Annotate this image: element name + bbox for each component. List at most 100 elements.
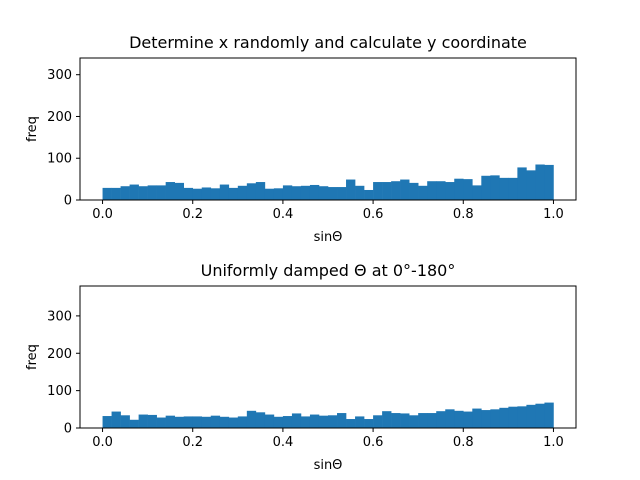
histogram-bar — [219, 184, 230, 200]
histogram-bar — [291, 186, 302, 200]
histogram-bar — [373, 415, 383, 428]
histogram-bar — [183, 416, 194, 428]
x-tick-label: 0.8 — [453, 207, 474, 222]
histogram-bar — [481, 175, 491, 200]
histogram-bar — [454, 410, 464, 428]
x-tick-label: 0.4 — [273, 435, 294, 450]
chart-title: Determine x randomly and calculate y coo… — [129, 33, 527, 52]
histogram-bar — [346, 179, 356, 200]
y-tick-label: 0 — [64, 194, 72, 209]
histogram-bar — [328, 187, 338, 200]
histogram-bar — [382, 411, 392, 428]
histogram-bar — [436, 411, 446, 428]
histogram-bar — [409, 182, 419, 200]
histogram-bar — [147, 414, 157, 428]
histogram-bar — [535, 164, 545, 200]
x-tick-label: 1.0 — [543, 207, 564, 222]
histogram-bar — [129, 184, 139, 200]
histogram-bar — [210, 188, 221, 200]
histogram-bar — [183, 187, 194, 200]
histogram-bar — [282, 185, 293, 200]
histogram-bar — [309, 414, 320, 428]
histogram-bar — [165, 182, 175, 200]
histogram-bar — [165, 415, 175, 428]
histogram-bar — [102, 187, 112, 200]
histogram-bar — [391, 181, 401, 200]
histogram-bar — [318, 415, 329, 428]
histogram-bar — [427, 413, 437, 428]
y-tick-label: 200 — [47, 110, 72, 125]
histogram-bar — [382, 182, 392, 200]
y-tick-label: 200 — [47, 347, 72, 362]
histogram-bar — [355, 416, 365, 428]
histogram-bar — [364, 189, 374, 200]
x-tick-label: 1.0 — [543, 435, 564, 450]
histogram-bar — [111, 411, 121, 428]
histogram-bar — [273, 188, 284, 200]
histogram-bar — [526, 404, 536, 428]
histogram-bar — [400, 179, 410, 200]
y-tick-label: 100 — [47, 152, 72, 167]
histogram-bar — [517, 167, 527, 200]
histogram-bar — [418, 413, 428, 428]
histogram-bar — [499, 177, 509, 200]
histogram-bar — [508, 177, 518, 200]
histogram-bar — [237, 185, 248, 200]
histogram-bar — [481, 410, 491, 428]
y-axis-label: freq — [25, 116, 40, 142]
histogram-bar — [355, 185, 365, 200]
y-tick-label: 300 — [47, 68, 72, 83]
histogram-bar — [337, 413, 347, 428]
histogram-bar — [201, 416, 212, 428]
y-tick-label: 0 — [64, 422, 72, 437]
histogram-bar — [111, 187, 121, 200]
histogram-bar — [120, 186, 130, 200]
histogram-bar — [246, 410, 257, 428]
histogram-bar — [373, 182, 383, 200]
histogram-bar — [472, 185, 482, 200]
histogram-bar — [436, 181, 446, 200]
x-tick-label: 0.6 — [363, 207, 384, 222]
histogram-bar — [282, 416, 293, 428]
y-tick-label: 300 — [47, 309, 72, 324]
histogram-bar — [517, 406, 527, 428]
histogram-bar — [237, 416, 248, 428]
x-tick-label: 0.2 — [182, 207, 203, 222]
histogram-bar — [490, 409, 500, 428]
histogram-bar — [174, 182, 185, 200]
chart-title: Uniformly damped Θ at 0°-180° — [201, 261, 456, 280]
chart-1: 0.0 0.2 0.4 0.6 0.8 1.0 0 100 200 300 Determine x … — [25, 33, 577, 245]
histogram-bar — [409, 415, 419, 428]
x-tick-label: 0.8 — [453, 435, 474, 450]
x-axis-label: sinΘ — [314, 458, 343, 473]
histogram-bar — [255, 182, 266, 200]
histogram-bar — [291, 413, 302, 428]
histogram-bar — [535, 403, 545, 428]
histogram-bar — [337, 187, 347, 200]
y-tick-label: 100 — [47, 384, 72, 399]
histogram-bar — [138, 186, 148, 200]
histogram-bar — [156, 417, 166, 428]
histogram-bar — [174, 416, 185, 428]
histogram-bar — [210, 415, 221, 428]
histogram-bar — [445, 182, 455, 200]
x-tick-label: 0.0 — [92, 207, 113, 222]
x-tick-label: 0.0 — [92, 435, 113, 450]
histogram-bar — [418, 185, 428, 200]
histogram-bar — [463, 179, 473, 200]
histogram-bar — [400, 413, 410, 428]
histogram-bar — [391, 413, 401, 428]
axes-frame — [79, 57, 577, 201]
histogram-bar — [499, 407, 509, 428]
histogram-bar — [300, 185, 311, 200]
histogram-bar — [490, 175, 500, 200]
histogram-bar — [463, 411, 473, 428]
histogram-bar — [300, 416, 311, 428]
histogram-bar — [156, 185, 166, 200]
histogram-bar — [472, 408, 482, 428]
histogram-bar — [219, 416, 230, 428]
histogram-bar — [129, 419, 139, 428]
histogram-bar — [318, 186, 329, 200]
axes-frame — [79, 285, 577, 429]
